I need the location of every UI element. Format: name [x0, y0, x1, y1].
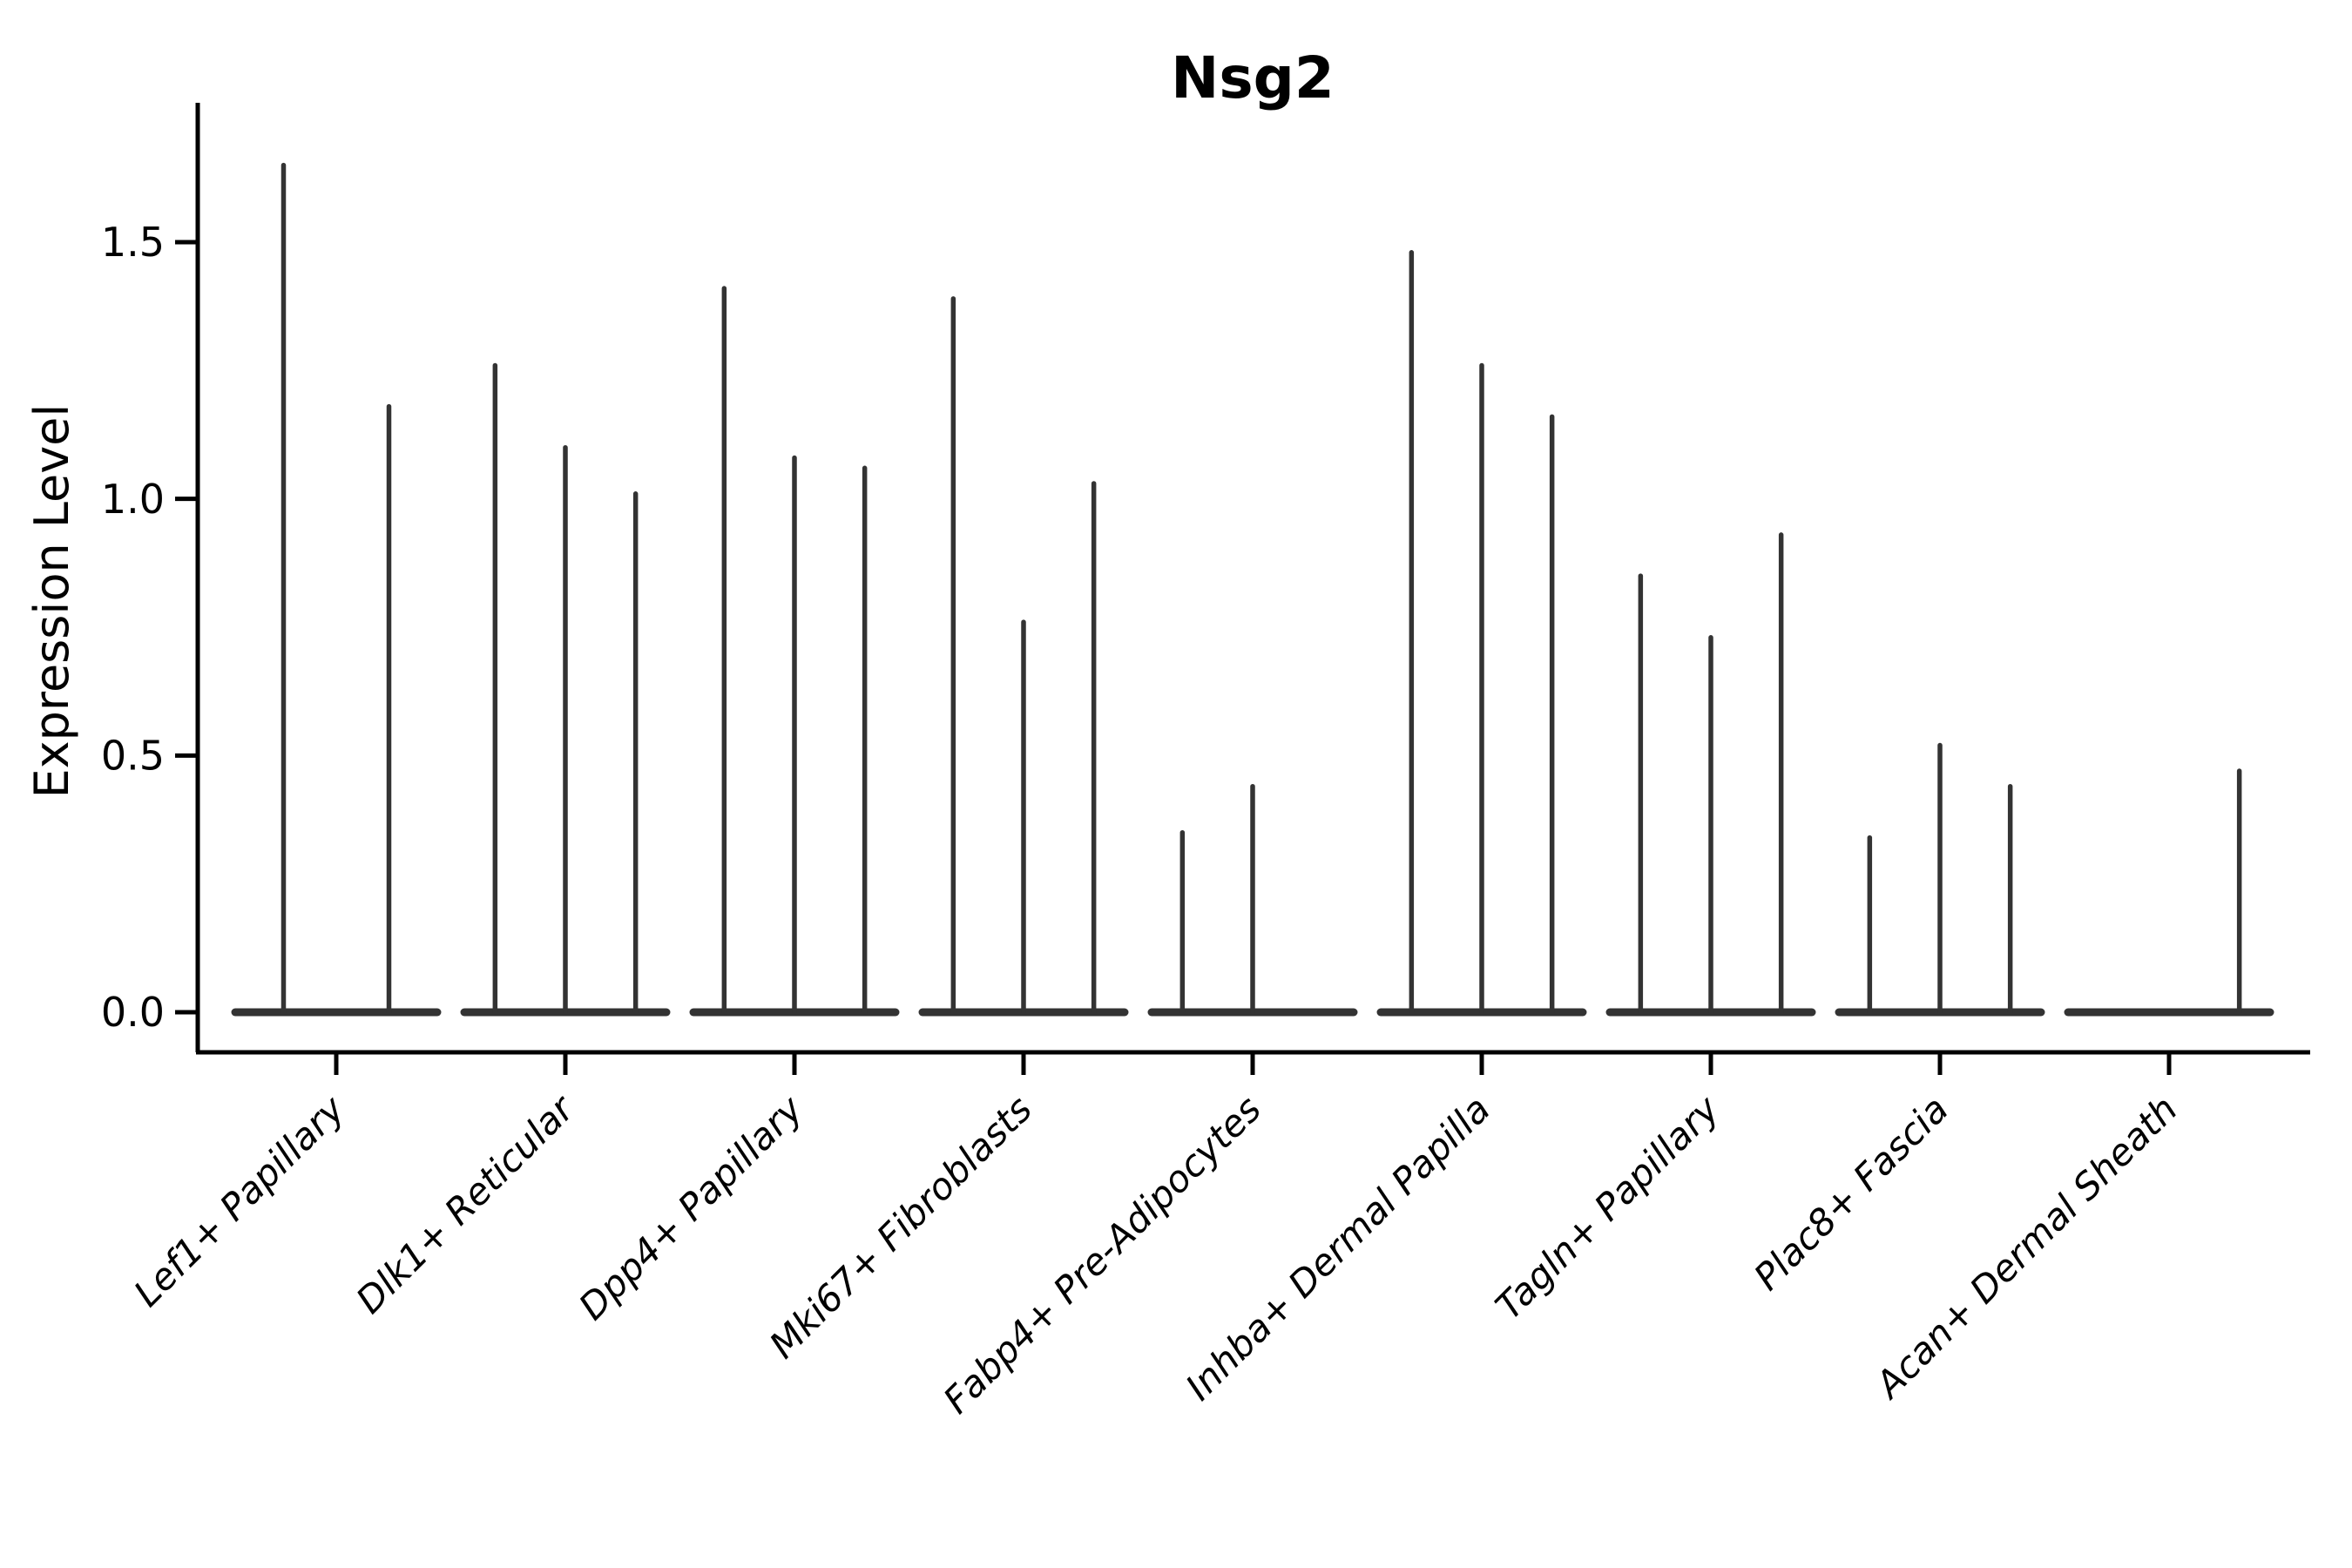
axes-layer	[175, 103, 2310, 1075]
x-tick-label: Tagln+ Papillary	[1487, 1087, 1728, 1328]
y-axis-label: Expression Level	[24, 404, 79, 799]
x-tick-label: Dlk1+ Reticular	[348, 1085, 584, 1321]
y-tick-label: 1.0	[101, 476, 165, 523]
x-tick-label: Plac8+ Fascia	[1746, 1087, 1957, 1298]
x-tick-label: Lef1+ Papillary	[125, 1087, 354, 1315]
chart-title: Nsg2	[1171, 44, 1335, 112]
y-tick-label: 0.0	[101, 989, 165, 1036]
y-tick-label: 0.5	[101, 732, 165, 779]
violins-layer	[231, 162, 2274, 1017]
x-tick-label: Mki67+ Fibroblasts	[761, 1087, 1040, 1366]
x-tick-label: Dpp4+ Papillary	[571, 1087, 812, 1328]
y-tick-label: 1.5	[101, 219, 165, 266]
